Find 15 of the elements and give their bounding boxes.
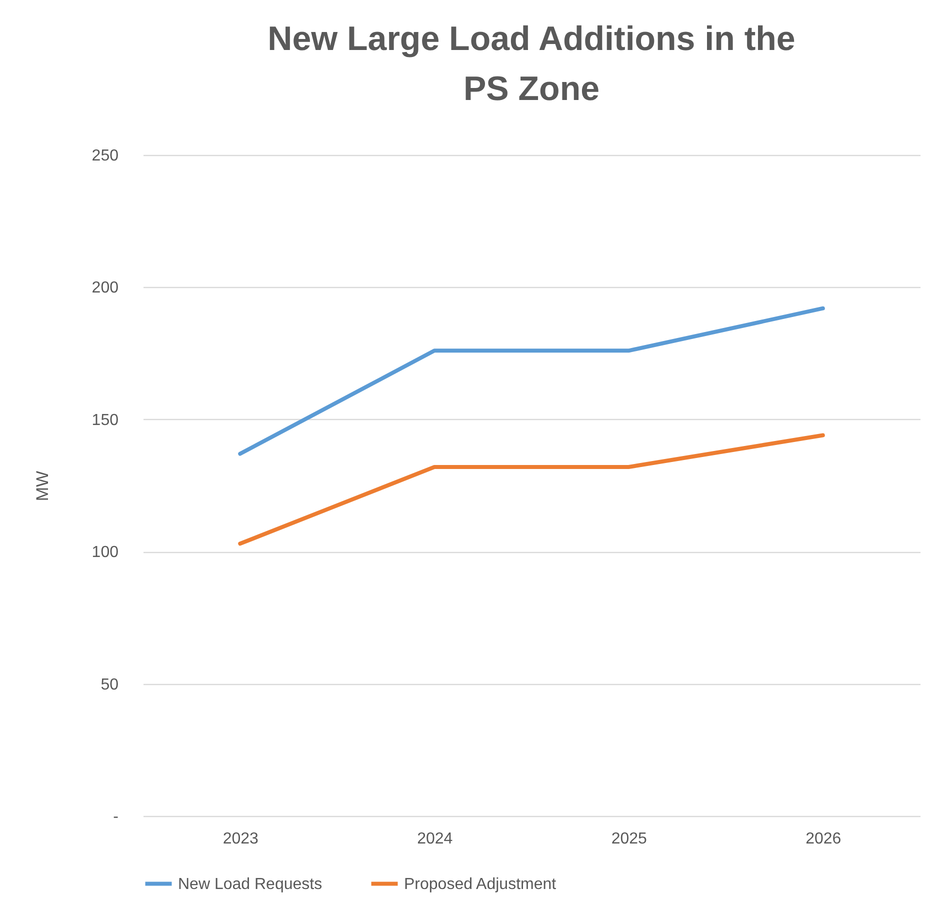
x-tick-label: 2023	[222, 830, 259, 848]
y-tick-label: 150	[92, 412, 119, 429]
y-tick-label: 50	[100, 676, 119, 694]
text: New Large Load Additions in the	[268, 20, 796, 58]
text: PS Zone	[463, 70, 600, 108]
y-tick-label: 100	[92, 544, 119, 562]
x-tick-label: 2025	[611, 830, 648, 848]
legend-label: New Load Requests	[178, 876, 322, 893]
x-tick-label: 2024	[417, 830, 453, 848]
y-tick-label: 200	[92, 280, 119, 297]
y-tick-label: -	[113, 808, 118, 826]
legend-label: Proposed Adjustment	[404, 876, 557, 893]
y-axis-title: MW	[32, 470, 52, 502]
x-tick-label: 2026	[806, 830, 842, 848]
y-tick-label: 250	[92, 148, 119, 164]
